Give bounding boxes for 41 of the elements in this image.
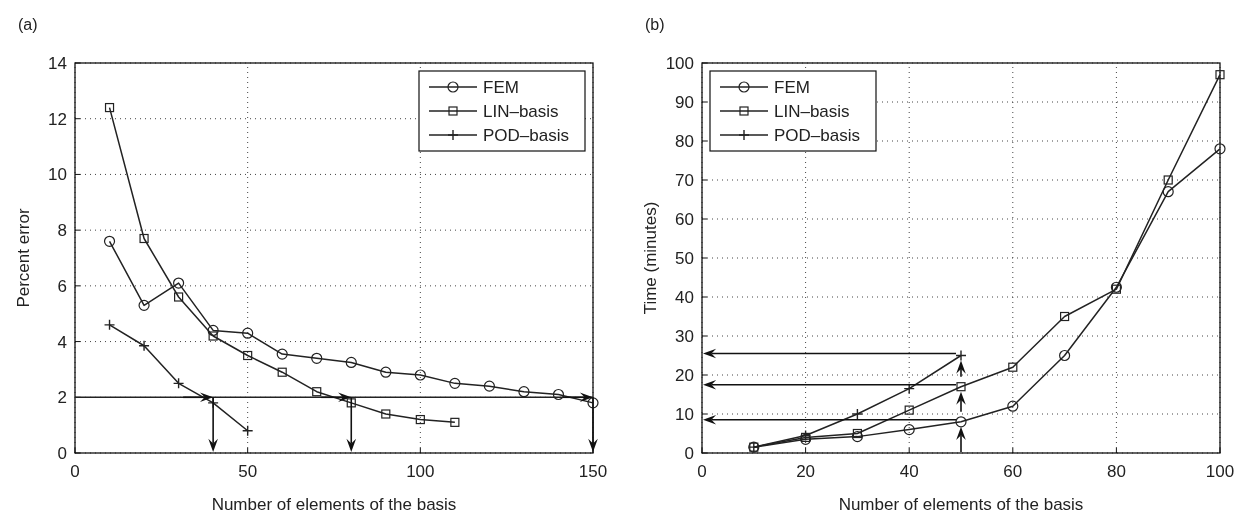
x-tick-label: 60: [1003, 462, 1023, 481]
y-tick-label: 14: [48, 54, 67, 73]
y-tick-label: 90: [675, 93, 694, 112]
y-tick-label: 100: [665, 54, 694, 73]
y-axis-title: Time (minutes): [641, 201, 660, 315]
y-tick-label: 70: [675, 171, 694, 190]
legend-label: LIN–basis: [483, 102, 559, 121]
x-tick-label: 100: [406, 462, 435, 481]
chart-title: (a): [18, 16, 38, 33]
y-tick-label: 8: [57, 221, 67, 241]
y-tick-label: 30: [675, 327, 694, 346]
legend-label: POD–basis: [774, 126, 860, 145]
y-tick-label: 80: [675, 132, 694, 151]
x-axis-title: Number of elements of the basis: [838, 495, 1084, 514]
y-tick-label: 2: [57, 388, 67, 408]
x-tick-label: 40: [899, 462, 919, 481]
y-tick-label: 12: [48, 109, 67, 129]
x-tick-label: 50: [238, 462, 258, 481]
y-tick-label: 0: [57, 444, 67, 463]
legend-label: FEM: [483, 78, 519, 97]
x-tick-label: 0: [697, 462, 707, 481]
legend-label: POD–basis: [483, 126, 569, 145]
y-tick-label: 10: [48, 165, 67, 185]
y-tick-label: 60: [675, 210, 694, 229]
legend-label: LIN–basis: [774, 102, 850, 121]
y-tick-label: 10: [675, 405, 694, 424]
chart-title: (b): [645, 16, 665, 33]
y-tick-label: 0: [684, 444, 694, 463]
y-tick-label: 4: [57, 332, 67, 352]
x-tick-label: 100: [1205, 462, 1235, 481]
y-axis-title: Percent error: [14, 208, 33, 308]
y-tick-label: 6: [57, 276, 67, 296]
x-axis-title: Number of elements of the basis: [211, 495, 457, 514]
y-tick-label: 40: [675, 288, 694, 307]
x-tick-label: 20: [796, 462, 816, 481]
legend-label: FEM: [774, 78, 810, 97]
x-tick-label: 150: [578, 462, 608, 481]
y-tick-label: 20: [675, 366, 694, 385]
x-tick-label: 0: [70, 462, 80, 481]
y-tick-label: 50: [675, 249, 694, 268]
x-tick-label: 80: [1106, 462, 1126, 481]
